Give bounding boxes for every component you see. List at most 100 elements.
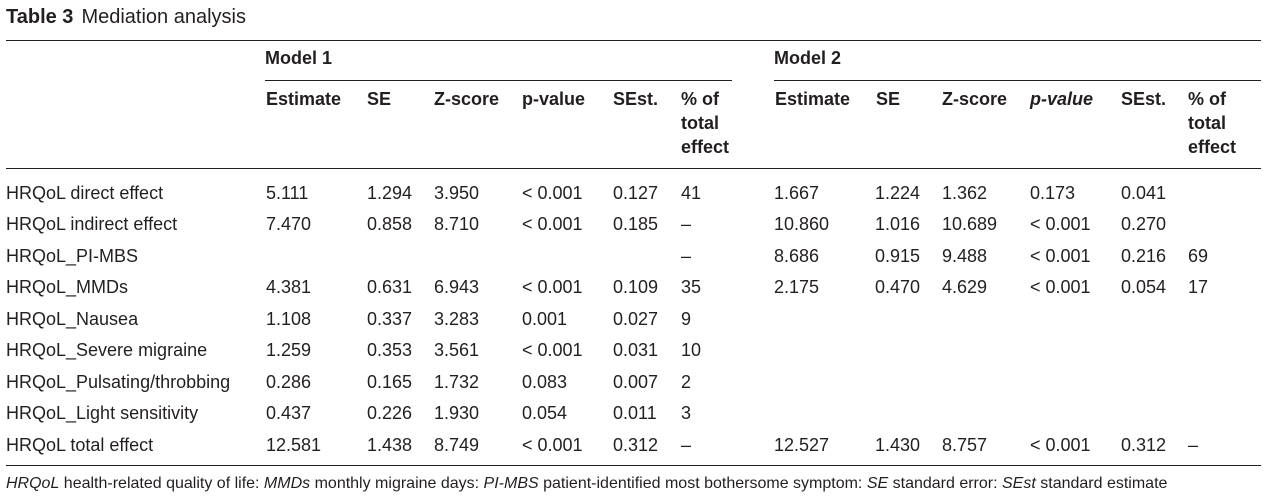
cell-sest-model1: 0.127 <box>613 183 659 203</box>
cell-estimate-model2: 12.527 <box>774 435 830 455</box>
cell-estimate-model1: 1.259 <box>266 340 312 360</box>
cell-se-model1: 0.631 <box>367 277 413 297</box>
cell-sest-model2: 0.312 <box>1121 435 1167 455</box>
cell-z-model2: 9.488 <box>942 246 988 266</box>
footnote-text: patient-identified most bothersome sympt… <box>538 475 867 492</box>
row-label: HRQoL_Pulsating/throbbing <box>6 372 231 392</box>
row-label: HRQoL_Nausea <box>6 309 139 329</box>
cell-pct-model1: – <box>681 246 692 266</box>
cell-pct-model1: – <box>681 214 692 234</box>
col-pct-m1: % of total effect <box>681 89 730 157</box>
row-label: HRQoL_Light sensitivity <box>6 403 199 423</box>
cell-se-model1: 0.353 <box>367 340 413 360</box>
cell-sest-model1: 0.312 <box>613 435 659 455</box>
cell-sest-model2: 0.041 <box>1121 183 1167 203</box>
model-2-rule <box>774 80 1261 81</box>
cell-p-model2: 0.173 <box>1030 183 1076 203</box>
bottom-rule <box>6 465 1261 466</box>
cell-se-model1: 0.858 <box>367 214 413 234</box>
row-label: HRQoL total effect <box>6 435 154 455</box>
cell-z-model1: 8.710 <box>434 214 480 234</box>
row-label: HRQoL_MMDs <box>6 277 129 297</box>
cell-sest-model2: 0.216 <box>1121 246 1167 266</box>
header-rule <box>6 168 1261 169</box>
cell-pct-model2: 17 <box>1188 277 1209 297</box>
cell-p-model1: < 0.001 <box>522 435 583 455</box>
footnote-abbreviation: PI-MBS <box>483 475 539 492</box>
cell-z-model1: 3.561 <box>434 340 480 360</box>
col-p-m2: p-value <box>1030 89 1094 109</box>
table-number: Table 3 <box>6 6 74 28</box>
cell-estimate-model1: 0.437 <box>266 403 312 423</box>
cell-pct-model2: – <box>1188 435 1199 455</box>
cell-p-model2: < 0.001 <box>1030 246 1091 266</box>
cell-se-model2: 0.915 <box>875 246 921 266</box>
cell-pct-model1: 3 <box>681 403 692 423</box>
cell-p-model1: < 0.001 <box>522 340 583 360</box>
cell-pct-model2: 69 <box>1188 246 1209 266</box>
cell-se-model2: 1.224 <box>875 183 921 203</box>
model-2-header: Model 2 <box>774 48 842 68</box>
row-label: HRQoL direct effect <box>6 183 164 203</box>
cell-pct-model1: 10 <box>681 340 702 360</box>
footnote-text: health-related quality of life: <box>59 475 264 492</box>
col-p-m1: p-value <box>522 89 586 109</box>
footnote-abbreviation: SE <box>866 475 889 492</box>
cell-estimate-model1: 7.470 <box>266 214 312 234</box>
cell-estimate-model2: 10.860 <box>774 214 830 234</box>
cell-z-model1: 8.749 <box>434 435 480 455</box>
cell-sest-model1: 0.109 <box>613 277 659 297</box>
col-z-m1: Z-score <box>434 89 500 109</box>
col-se-m2: SE <box>876 89 901 109</box>
cell-z-model1: 3.950 <box>434 183 480 203</box>
col-pct-m2: % of total effect <box>1188 89 1237 157</box>
footnote-text: standard estimate <box>1035 475 1168 492</box>
cell-se-model1: 0.165 <box>367 372 413 392</box>
footnote-text: standard error: <box>888 475 1002 492</box>
cell-p-model1: 0.001 <box>522 309 568 329</box>
cell-se-model1: 1.438 <box>367 435 413 455</box>
cell-se-model1: 0.226 <box>367 403 413 423</box>
cell-p-model1: 0.054 <box>522 403 568 423</box>
cell-p-model2: < 0.001 <box>1030 214 1091 234</box>
cell-pct-model1: 9 <box>681 309 692 329</box>
cell-pct-model1: 35 <box>681 277 702 297</box>
cell-sest-model2: 0.054 <box>1121 277 1167 297</box>
cell-z-model2: 10.689 <box>942 214 998 234</box>
cell-estimate-model1: 5.111 <box>266 183 309 203</box>
cell-z-model1: 3.283 <box>434 309 480 329</box>
cell-p-model2: < 0.001 <box>1030 435 1091 455</box>
cell-z-model1: 1.732 <box>434 372 480 392</box>
row-label: HRQoL indirect effect <box>6 214 178 234</box>
cell-z-model1: 6.943 <box>434 277 480 297</box>
cell-p-model1: < 0.001 <box>522 183 583 203</box>
col-estimate-m2: Estimate <box>775 89 851 109</box>
col-z-m2: Z-score <box>942 89 1008 109</box>
footnote-abbreviation: MMDs <box>263 475 311 492</box>
cell-se-model2: 1.016 <box>875 214 921 234</box>
row-label: HRQoL_PI-MBS <box>6 246 139 266</box>
cell-estimate-model1: 0.286 <box>266 372 312 392</box>
cell-pct-model1: 41 <box>681 183 702 203</box>
cell-z-model1: 1.930 <box>434 403 480 423</box>
col-sest-m2: SEst. <box>1121 89 1167 109</box>
cell-pct-model1: 2 <box>681 372 692 392</box>
cell-se-model2: 1.430 <box>875 435 921 455</box>
table-caption: Mediation analysis <box>81 6 246 28</box>
cell-sest-model1: 0.011 <box>613 403 657 423</box>
cell-z-model2: 1.362 <box>942 183 988 203</box>
cell-p-model1: < 0.001 <box>522 277 583 297</box>
cell-se-model1: 1.294 <box>367 183 413 203</box>
cell-sest-model2: 0.270 <box>1121 214 1167 234</box>
model-1-rule <box>265 80 732 81</box>
cell-sest-model1: 0.185 <box>613 214 659 234</box>
footnote-abbreviation: SEst <box>1002 475 1036 492</box>
cell-se-model2: 0.470 <box>875 277 921 297</box>
model-1-header: Model 1 <box>265 48 333 68</box>
cell-estimate-model2: 1.667 <box>774 183 820 203</box>
cell-p-model2: < 0.001 <box>1030 277 1091 297</box>
row-label: HRQoL_Severe migraine <box>6 340 208 360</box>
footnote-text: monthly migraine days: <box>310 475 484 492</box>
table-title: Table 3 Mediation analysis <box>6 3 246 31</box>
cell-sest-model1: 0.007 <box>613 372 659 392</box>
